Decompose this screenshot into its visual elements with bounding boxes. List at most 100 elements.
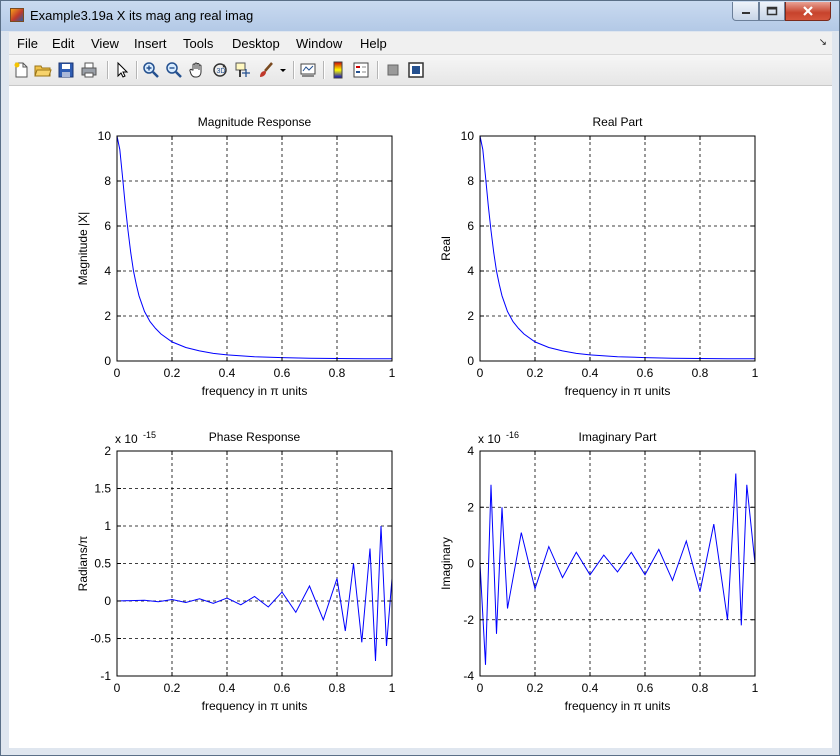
x-tick-label: 0.2 (527, 366, 544, 380)
menu-desktop[interactable]: Desktop (232, 36, 280, 51)
y-tick-label: -0.5 (90, 632, 111, 646)
y-tick-label: 2 (467, 309, 474, 323)
figure-canvas: 0 0.2 0.4 0.6 0.8 1 0 2 4 6 8 10 Magnitude Response f… (9, 86, 832, 748)
x-tick-label: 0.4 (582, 366, 599, 380)
toolbar-separator (377, 61, 379, 79)
axis-exponent-label: x 10 (478, 432, 501, 446)
menu-file[interactable]: File (17, 36, 38, 51)
y-axis-label: Magnitude |X| (76, 212, 90, 286)
select-arrow-icon[interactable] (113, 61, 131, 79)
axes-box (116, 135, 393, 362)
x-tick-label: 0.4 (582, 681, 599, 695)
window-title: Example3.19a X its mag ang real imag (30, 8, 254, 23)
axes-background (117, 136, 392, 361)
y-tick-label: 2 (104, 444, 111, 458)
x-axis-label: frequency in π units (202, 384, 308, 398)
title-bar[interactable]: Example3.19a X its mag ang real imag (1, 1, 839, 31)
y-tick-label: 2 (467, 500, 474, 514)
subplot-3: 0 0.2 0.4 0.6 0.8 1 -1 -0.5 0 0.5 1 1.5 2 Phase Respo… (76, 430, 396, 713)
x-axis-label: frequency in π units (565, 384, 671, 398)
x-tick-label: 0.8 (692, 681, 709, 695)
pan-hand-icon[interactable] (188, 61, 206, 79)
svg-text:3D: 3D (217, 68, 226, 75)
x-tick-label: 0.2 (164, 366, 181, 380)
menu-help[interactable]: Help (360, 36, 387, 51)
x-axis-label: frequency in π units (202, 699, 308, 713)
y-tick-label: 4 (104, 264, 111, 278)
y-tick-label: -2 (463, 613, 474, 627)
x-tick-label: 0.8 (692, 366, 709, 380)
menu-window[interactable]: Window (296, 36, 343, 51)
x-tick-label: 0 (477, 681, 484, 695)
y-tick-label: 8 (104, 174, 111, 188)
menu-insert[interactable]: Insert (134, 36, 167, 51)
plot-title: Imaginary Part (578, 430, 657, 444)
y-tick-label: 6 (104, 219, 111, 233)
menu-tools[interactable]: Tools (183, 36, 214, 51)
rotate-3d-icon[interactable]: 3D (211, 61, 229, 79)
y-tick-label: 1.5 (94, 482, 111, 496)
menu-bar: File Edit View Insert Tools Desktop Wind… (9, 32, 832, 55)
x-axis-label: frequency in π units (565, 699, 671, 713)
minimize-button[interactable] (732, 2, 759, 21)
axes-background (480, 451, 755, 676)
data-cursor-icon[interactable] (234, 61, 252, 79)
figure-toolbar: 3D (9, 55, 832, 86)
x-tick-label: 0.2 (527, 681, 544, 695)
open-file-icon[interactable] (34, 61, 52, 79)
link-plot-icon[interactable] (299, 61, 317, 79)
y-tick-label: 0 (467, 557, 474, 571)
maximize-icon (766, 6, 778, 16)
axis-exponent-power: -16 (506, 430, 519, 440)
menu-dock-arrow-icon[interactable]: ↘ (818, 37, 827, 48)
x-tick-label: 0.4 (219, 681, 236, 695)
x-tick-label: 0.2 (164, 681, 181, 695)
legend-icon[interactable] (352, 61, 370, 79)
x-tick-label: 0 (114, 681, 121, 695)
subplot-4: 0 0.2 0.4 0.6 0.8 1 -4 -2 0 2 4 Imaginary Part frequ… (439, 430, 759, 713)
maximize-button[interactable] (759, 2, 785, 21)
x-tick-label: 0.8 (329, 681, 346, 695)
plot-title: Magnitude Response (198, 115, 312, 129)
toolbar-separator (136, 61, 138, 79)
colorbar-icon[interactable] (329, 61, 347, 79)
series-line (116, 135, 392, 360)
x-tick-label: 1 (389, 366, 396, 380)
x-tick-label: 0.8 (329, 366, 346, 380)
axes-box (479, 135, 756, 362)
y-tick-label: 4 (467, 444, 474, 458)
y-tick-label: 10 (461, 129, 475, 143)
new-figure-icon[interactable] (12, 61, 30, 79)
y-tick-label: 0 (104, 594, 111, 608)
axes-background (117, 451, 392, 676)
y-tick-label: 10 (98, 129, 112, 143)
x-tick-label: 0 (114, 366, 121, 380)
y-tick-label: -4 (463, 669, 474, 683)
brush-icon[interactable] (257, 61, 275, 79)
y-tick-label: -1 (100, 669, 111, 683)
print-icon[interactable] (80, 61, 98, 79)
menu-edit[interactable]: Edit (52, 36, 75, 51)
plot-title: Real Part (592, 115, 643, 129)
save-icon[interactable] (57, 61, 75, 79)
series-line (479, 135, 755, 360)
series-line (116, 525, 393, 662)
x-tick-label: 0.6 (274, 366, 291, 380)
hide-plot-tools-icon[interactable] (384, 61, 402, 79)
toolbar-separator (293, 61, 295, 79)
close-button[interactable] (785, 2, 831, 21)
zoom-out-icon[interactable] (165, 61, 183, 79)
y-axis-label: Imaginary (439, 537, 453, 590)
x-tick-label: 1 (752, 366, 759, 380)
toolbar-separator (107, 61, 109, 79)
y-tick-label: 8 (467, 174, 474, 188)
show-plot-tools-icon[interactable] (407, 61, 425, 79)
y-tick-label: 0 (467, 354, 474, 368)
axis-exponent-power: -15 (143, 430, 156, 440)
menu-view[interactable]: View (91, 36, 119, 51)
brush-dropdown-icon[interactable] (278, 61, 288, 79)
x-tick-label: 0.6 (274, 681, 291, 695)
zoom-in-icon[interactable] (142, 61, 160, 79)
